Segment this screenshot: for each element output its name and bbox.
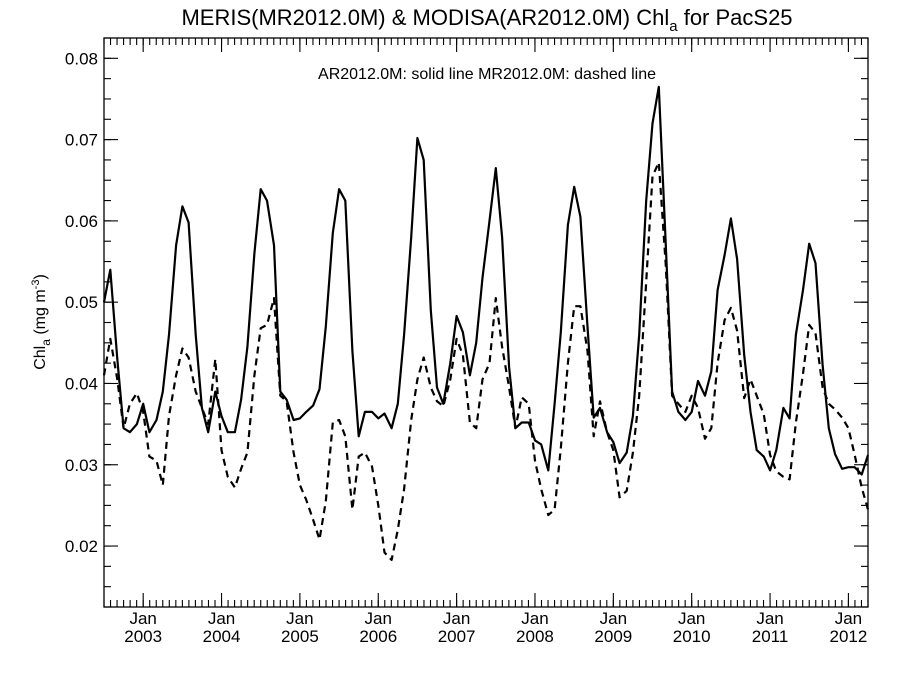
x-tick-year-label: 2012 (829, 627, 867, 646)
y-tick-label: 0.02 (65, 537, 98, 556)
x-tick-month-label: Jan (756, 609, 783, 628)
x-tick-year-label: 2006 (359, 627, 397, 646)
y-tick-label: 0.05 (65, 293, 98, 312)
x-tick-year-label: 2004 (203, 627, 241, 646)
x-tick-year-label: 2008 (516, 627, 554, 646)
x-tick-year-label: 2009 (594, 627, 632, 646)
series-line-AR2012.0M (102, 85, 870, 476)
x-tick-month-label: Jan (208, 609, 235, 628)
data-series (102, 85, 870, 562)
x-tick-month-label: Jan (129, 609, 156, 628)
y-tick-label: 0.04 (65, 374, 98, 393)
x-tick-year-label: 2003 (124, 627, 162, 646)
x-tick-month-label: Jan (521, 609, 548, 628)
y-tick-label: 0.07 (65, 131, 98, 150)
x-tick-month-label: Jan (286, 609, 313, 628)
y-axis-label: Chla (mg m-3) (30, 274, 53, 370)
x-tick-year-label: 2007 (438, 627, 476, 646)
plot-frame (103, 37, 869, 608)
y-axis-label-unit-close: ) (32, 274, 49, 279)
y-tick-label: 0.03 (65, 456, 98, 475)
y-tick-label: 0.06 (65, 212, 98, 231)
y-axis-label-superscript: -3 (30, 280, 42, 290)
x-tick-year-label: 2011 (752, 627, 789, 646)
series-annotation: AR2012.0M: solid line MR2012.0M: dashed … (318, 66, 656, 83)
x-axis-ticks: Jan2003Jan2004Jan2005Jan2006Jan2007Jan20… (103, 38, 869, 646)
y-axis-ticks: 0.02 0.03 0.04 0.05 0.06 0.07 0.08 (65, 37, 868, 608)
chart-title-suffix: for PacS25 (678, 5, 793, 30)
y-axis-label-unit: (mg m (32, 289, 49, 339)
x-tick-month-label: Jan (443, 609, 470, 628)
x-tick-month-label: Jan (365, 609, 392, 628)
x-tick-year-label: 2010 (673, 627, 711, 646)
x-tick-month-label: Jan (835, 609, 862, 628)
y-tick-label: 0.08 (65, 49, 98, 68)
x-tick-month-label: Jan (678, 609, 705, 628)
series-line-MR2012.0M (102, 161, 870, 562)
chart-title-main: MERIS(MR2012.0M) & MODISA(AR2012.0M) Chl (181, 5, 669, 30)
y-axis-label-main: Chl (32, 346, 49, 370)
x-tick-month-label: Jan (600, 609, 627, 628)
chart-title-subscript: a (669, 18, 678, 35)
x-tick-year-label: 2005 (281, 627, 319, 646)
y-axis-label-subscript: a (39, 339, 53, 346)
chart-title: MERIS(MR2012.0M) & MODISA(AR2012.0M) Chl… (181, 5, 792, 35)
